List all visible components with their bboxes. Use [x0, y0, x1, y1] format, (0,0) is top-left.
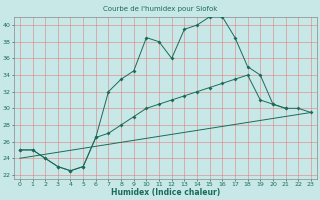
X-axis label: Humidex (Indice chaleur): Humidex (Indice chaleur) — [111, 188, 220, 197]
Text: Courbe de l'humidex pour Siofok: Courbe de l'humidex pour Siofok — [103, 6, 217, 12]
